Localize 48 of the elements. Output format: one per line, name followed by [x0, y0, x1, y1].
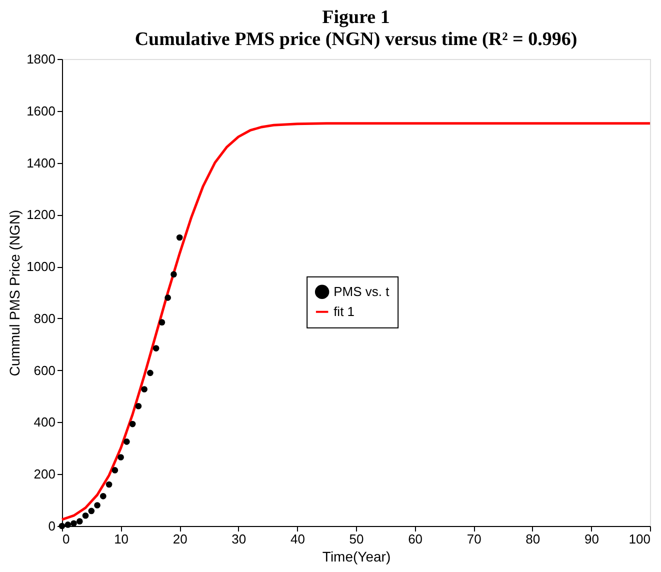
point [64, 522, 72, 528]
y-tick-label: 1200 [26, 207, 56, 222]
point [124, 438, 130, 445]
x-tick-label: 80 [526, 532, 540, 546]
point [70, 520, 77, 527]
y-tick-label: 1600 [26, 103, 56, 118]
x-tick-label: 50 [349, 532, 364, 546]
point [170, 271, 177, 278]
x-tick-label: 0 [62, 532, 70, 546]
point [112, 467, 118, 474]
point [141, 386, 148, 392]
y-tick-label: 1400 [26, 155, 56, 170]
point [129, 420, 136, 428]
point [164, 294, 171, 301]
x-tick-label: 10 [114, 532, 129, 546]
point [106, 481, 112, 488]
x-tick-label: 70 [466, 532, 482, 546]
line-series [60, 122, 652, 521]
point [147, 370, 154, 376]
chart-subtitle: Cumulative PMS price (NGN) versus time (R² = 0.996) [134, 29, 578, 50]
point [135, 402, 142, 410]
point [82, 512, 89, 519]
point [88, 508, 95, 514]
x-tick-label: 40 [290, 532, 305, 546]
point [100, 493, 106, 500]
legend-label: PMS vs. t [334, 284, 390, 299]
legend-label: fit 1 [334, 304, 355, 319]
y-tick-label: 0 [48, 518, 56, 534]
x-axis-title: Time(Year) [322, 548, 391, 564]
x-tick-label: 60 [408, 532, 423, 546]
chart-title: Figure 1 [322, 7, 390, 28]
point [76, 518, 83, 524]
y-tick-label: 200 [34, 466, 56, 482]
point [158, 319, 166, 326]
x-tick-label: 90 [584, 532, 599, 546]
x-tick-label: 20 [172, 532, 188, 546]
point [118, 454, 124, 460]
y-axis-title: Cummul PMS Price (NGN) [6, 210, 23, 376]
y-tick-label: 400 [34, 414, 56, 430]
y-tick-label: 600 [34, 362, 56, 378]
y-tick-label: 800 [34, 310, 56, 326]
x-tick-label: 100 [628, 532, 650, 546]
point [176, 234, 183, 241]
point [152, 345, 160, 352]
y-tick-label: 1000 [26, 259, 56, 274]
point [94, 502, 100, 508]
y-tick-label: 1800 [26, 52, 56, 66]
x-tick-label: 30 [232, 532, 246, 546]
